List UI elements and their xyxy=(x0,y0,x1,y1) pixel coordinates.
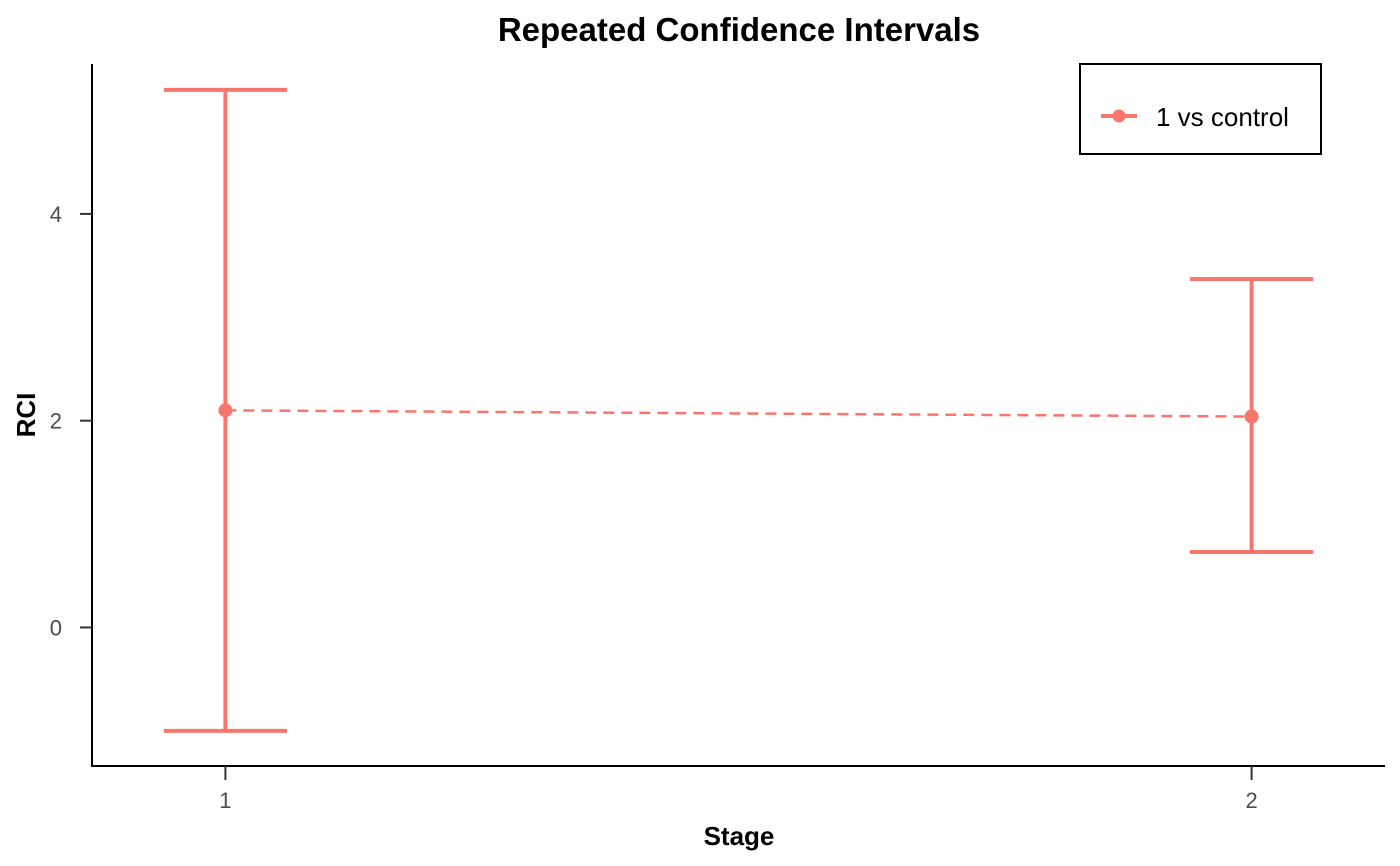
x-tick-label: 1 xyxy=(219,788,231,813)
x-tick-label: 2 xyxy=(1245,788,1257,813)
legend: 1 vs control xyxy=(1079,63,1322,155)
estimate-point xyxy=(1244,409,1259,424)
legend-point-key xyxy=(1112,109,1126,123)
x-axis-title: Stage xyxy=(704,821,775,851)
axes xyxy=(91,64,1385,767)
plot-layer xyxy=(163,87,1314,733)
chart-title: Repeated Confidence Intervals xyxy=(498,11,980,48)
y-tick-label: 2 xyxy=(50,409,62,434)
y-axis-title: RCI xyxy=(11,393,41,438)
y-tick-label: 4 xyxy=(50,202,62,227)
y-ticks: 0 2 4 xyxy=(50,202,92,640)
legend-label: 1 vs control xyxy=(1156,102,1289,132)
series-line xyxy=(225,409,1252,418)
estimate-point xyxy=(218,403,233,418)
legend-box xyxy=(1079,63,1322,155)
y-tick-label: 0 xyxy=(50,615,62,640)
